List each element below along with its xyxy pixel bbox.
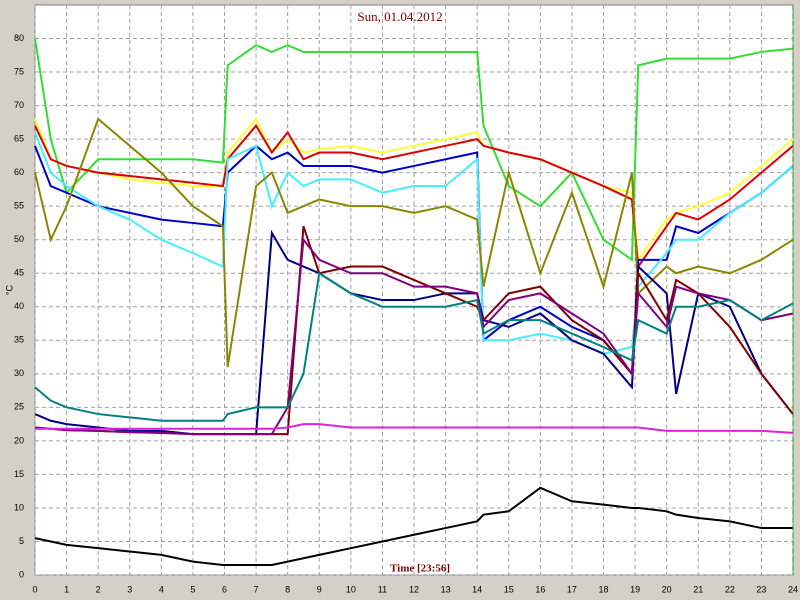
x-tick-label: 23 bbox=[756, 584, 766, 594]
y-tick-label: 0 bbox=[19, 569, 24, 579]
series-line bbox=[34, 38, 794, 262]
x-tick-label: 4 bbox=[159, 584, 164, 594]
x-tick-label: 21 bbox=[693, 584, 703, 594]
x-tick-label: 5 bbox=[190, 584, 195, 594]
series-line bbox=[34, 237, 794, 436]
y-tick-label: 25 bbox=[14, 402, 24, 412]
x-tick-label: 2 bbox=[96, 584, 101, 594]
y-tick-label: 80 bbox=[14, 33, 24, 43]
y-tick-label: 75 bbox=[14, 66, 24, 76]
series-line bbox=[34, 117, 794, 368]
x-tick-label: 1 bbox=[64, 584, 69, 594]
series-line bbox=[34, 123, 794, 270]
x-tick-label: 14 bbox=[472, 584, 482, 594]
y-axis-label: °C bbox=[4, 284, 14, 295]
series-line bbox=[34, 271, 794, 422]
y-tick-label: 60 bbox=[14, 167, 24, 177]
chart-title: Sun, 01.04.2012 bbox=[357, 9, 442, 24]
x-tick-label: 15 bbox=[504, 584, 514, 594]
y-tick-label: 70 bbox=[14, 100, 24, 110]
x-tick-label: 6 bbox=[222, 584, 227, 594]
x-tick-label: 13 bbox=[441, 584, 451, 594]
x-tick-label: 3 bbox=[127, 584, 132, 594]
x-tick-label: 0 bbox=[32, 584, 37, 594]
y-tick-label: 15 bbox=[14, 469, 24, 479]
x-tick-label: 10 bbox=[346, 584, 356, 594]
x-tick-label: 18 bbox=[598, 584, 608, 594]
series-line bbox=[35, 423, 794, 434]
y-tick-label: 45 bbox=[14, 268, 24, 278]
x-axis-label: Time [23:56] bbox=[390, 563, 450, 575]
x-tick-label: 24 bbox=[788, 584, 798, 594]
x-tick-label: 20 bbox=[662, 584, 672, 594]
x-tick-label: 22 bbox=[725, 584, 735, 594]
y-tick-label: 5 bbox=[19, 536, 24, 546]
y-tick-label: 35 bbox=[14, 335, 24, 345]
series-line bbox=[34, 117, 794, 263]
x-tick-label: 9 bbox=[317, 584, 322, 594]
y-tick-label: 65 bbox=[14, 133, 24, 143]
y-tick-label: 20 bbox=[14, 435, 24, 445]
series-line bbox=[34, 486, 793, 566]
x-tick-label: 8 bbox=[285, 584, 290, 594]
y-tick-label: 40 bbox=[14, 301, 24, 311]
series-line bbox=[34, 229, 794, 436]
y-tick-label: 30 bbox=[14, 368, 24, 378]
y-tick-label: 10 bbox=[14, 502, 24, 512]
x-tick-label: 11 bbox=[378, 584, 387, 594]
x-tick-label: 12 bbox=[409, 584, 419, 594]
lines bbox=[34, 38, 794, 566]
y-tick-label: 55 bbox=[14, 201, 24, 211]
x-tick-label: 16 bbox=[535, 584, 545, 594]
series-line bbox=[34, 132, 794, 355]
x-tick-label: 17 bbox=[567, 584, 577, 594]
x-tick-label: 7 bbox=[254, 584, 259, 594]
y-tick-label: 50 bbox=[14, 234, 24, 244]
x-tick-label: 19 bbox=[630, 584, 640, 594]
